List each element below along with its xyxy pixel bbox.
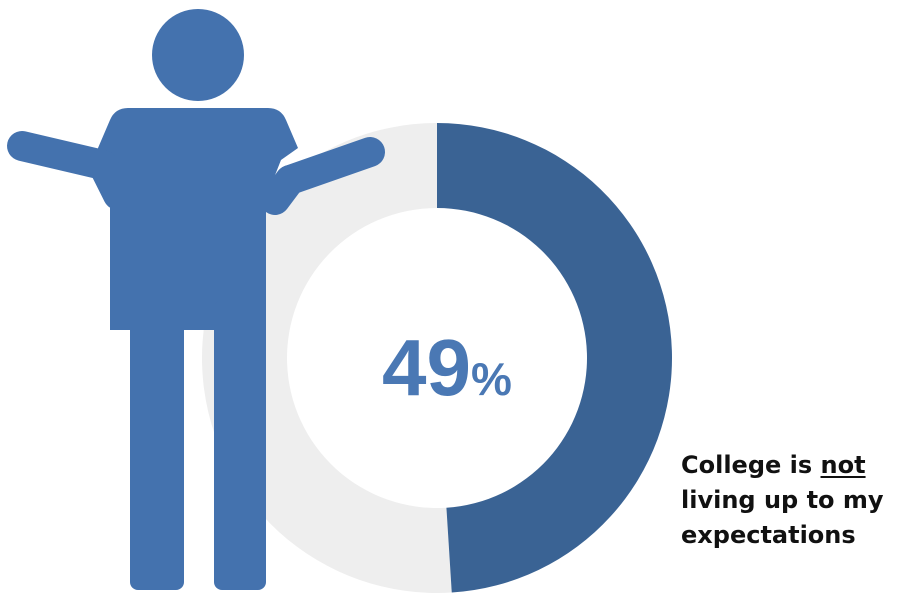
chart-caption: College is not living up to my expectati… xyxy=(681,448,891,553)
center-percentage-label: 49% xyxy=(382,323,512,412)
person-shrugging-icon xyxy=(7,9,385,590)
caption-emphasis: not xyxy=(820,451,866,479)
caption-text-start: College is xyxy=(681,451,821,479)
donut-slice-filled xyxy=(437,123,672,593)
caption-line-3: expectations xyxy=(681,521,856,549)
percentage-unit: % xyxy=(471,353,512,405)
percentage-number: 49 xyxy=(382,323,471,412)
caption-line-2: living up to my xyxy=(681,486,884,514)
caption-line-1: College is not xyxy=(681,448,891,483)
